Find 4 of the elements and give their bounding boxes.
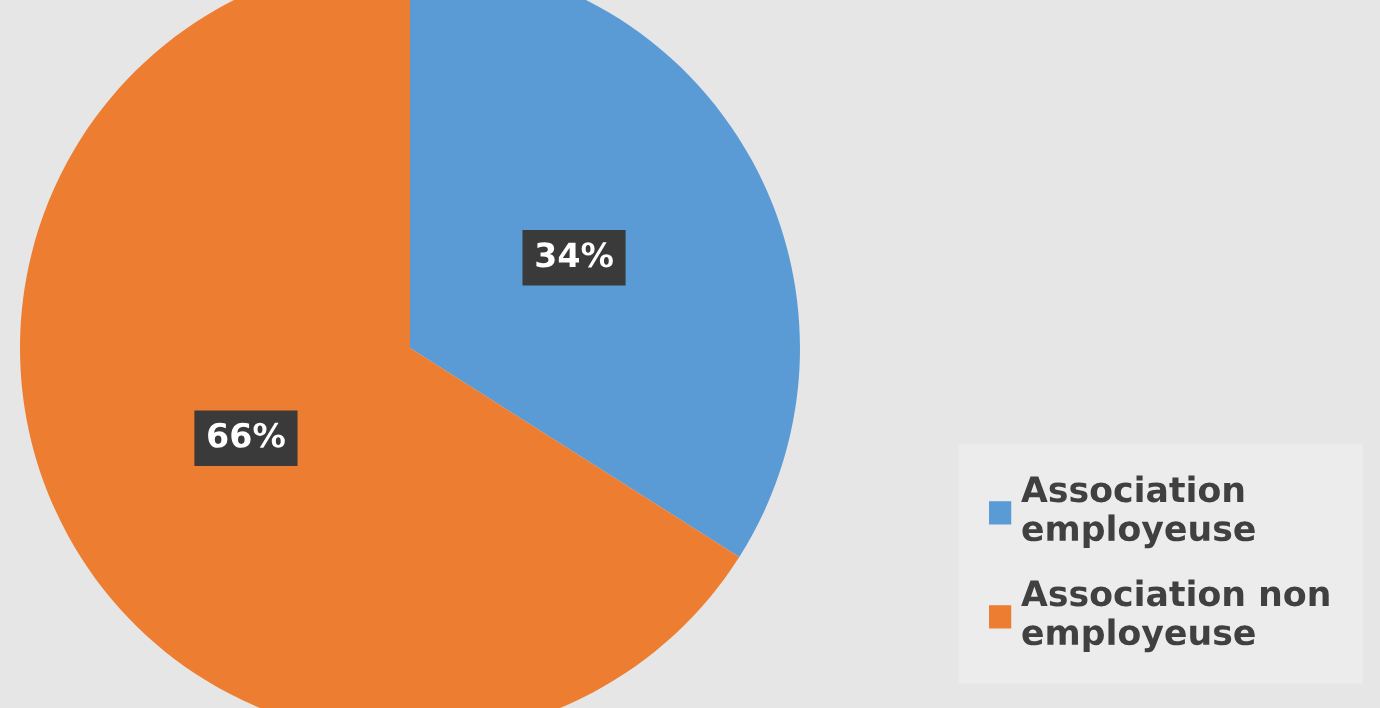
data-label: 34%	[536, 242, 613, 268]
legend-label: Association employeuse	[1021, 475, 1255, 549]
legend-label: Association non employeuse	[1021, 579, 1329, 653]
data-label: 66%	[208, 422, 285, 448]
